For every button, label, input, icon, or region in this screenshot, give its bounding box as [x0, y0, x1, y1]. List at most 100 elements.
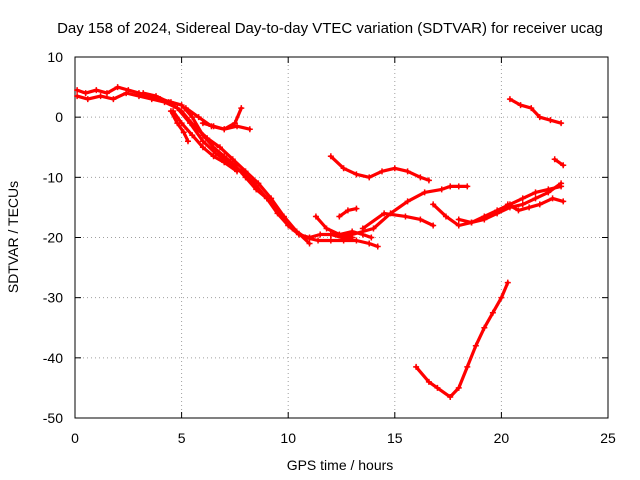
- data-point: [229, 156, 236, 163]
- x-tick-label: 10: [280, 430, 296, 446]
- data-point: [404, 168, 411, 175]
- data-point: [323, 225, 330, 232]
- series-line: [431, 184, 563, 228]
- data-point: [481, 324, 488, 331]
- data-point: [246, 126, 253, 133]
- data-point: [178, 102, 185, 109]
- data-point: [368, 234, 375, 241]
- data-point: [238, 105, 245, 112]
- x-axis-ticks: 0 5 10 15 20 25: [71, 57, 616, 446]
- series-line: [414, 281, 510, 399]
- data-point: [425, 378, 432, 385]
- data-point: [359, 225, 366, 232]
- data-point: [74, 87, 81, 94]
- series-track-10: [327, 183, 471, 238]
- data-point: [210, 123, 217, 130]
- data-point: [536, 201, 543, 208]
- data-point: [494, 210, 501, 217]
- data-point: [526, 204, 533, 211]
- data-point: [103, 90, 110, 97]
- y-tick-label: -50: [43, 410, 63, 426]
- data-point: [413, 363, 420, 370]
- data-point: [123, 90, 130, 97]
- data-point: [366, 174, 373, 181]
- data-point: [519, 201, 526, 208]
- y-tick-label: 10: [47, 49, 63, 65]
- data-point: [558, 120, 565, 127]
- data-point: [498, 294, 505, 301]
- y-axis-ticks: 10 0 -10 -20 -30 -40 -50: [43, 49, 608, 426]
- data-point: [135, 93, 142, 100]
- data-point: [421, 189, 428, 196]
- data-point: [517, 102, 524, 109]
- data-point: [464, 363, 471, 370]
- data-point: [234, 123, 241, 130]
- grid: [75, 57, 608, 418]
- data-point: [425, 177, 432, 184]
- data-point: [455, 183, 462, 190]
- data-point: [189, 132, 196, 139]
- data-point: [374, 243, 381, 250]
- data-point: [430, 201, 437, 208]
- data-point: [212, 150, 219, 157]
- x-tick-label: 5: [178, 430, 186, 446]
- data-point: [174, 120, 181, 127]
- data-point: [184, 138, 191, 145]
- data-point: [255, 180, 262, 187]
- x-tick-label: 15: [387, 430, 403, 446]
- data-point: [189, 114, 196, 121]
- data-point: [221, 159, 228, 166]
- data-point: [306, 240, 313, 247]
- data-point: [231, 120, 238, 127]
- series-track-15: [504, 195, 567, 214]
- series-track-17: [506, 96, 565, 127]
- data-point: [417, 174, 424, 181]
- data-point: [167, 108, 174, 115]
- data-point: [442, 213, 449, 220]
- y-tick-label: -10: [43, 169, 63, 185]
- series-track-16: [551, 156, 567, 169]
- x-tick-label: 20: [494, 430, 510, 446]
- data-point: [528, 105, 535, 112]
- data-point: [110, 96, 117, 103]
- series-line: [141, 91, 312, 246]
- y-tick-label: 0: [55, 109, 63, 125]
- data-point: [504, 279, 511, 286]
- series-track-9: [336, 205, 360, 220]
- data-point: [551, 156, 558, 163]
- y-tick-label: -30: [43, 290, 63, 306]
- data-point: [180, 129, 187, 136]
- data-point: [199, 120, 206, 127]
- data-point: [242, 168, 249, 175]
- data-point: [536, 114, 543, 121]
- data-point: [312, 213, 319, 220]
- series-line: [75, 85, 354, 240]
- data-point: [402, 213, 409, 220]
- data-point: [455, 216, 462, 223]
- data-point: [464, 183, 471, 190]
- series-line: [75, 91, 380, 249]
- y-tick-label: -40: [43, 350, 63, 366]
- data-point: [381, 210, 388, 217]
- data-point: [560, 162, 567, 169]
- data-point: [97, 93, 104, 100]
- series-track-3: [140, 90, 313, 247]
- data-point: [216, 144, 223, 151]
- y-axis-label: SDTVAR / TECUs: [5, 181, 21, 293]
- data-point: [481, 216, 488, 223]
- data-point: [182, 105, 189, 112]
- x-tick-label: 25: [600, 430, 616, 446]
- data-point: [340, 165, 347, 172]
- data-point: [447, 393, 454, 400]
- data-point: [532, 189, 539, 196]
- data-point: [558, 180, 565, 187]
- series-line: [329, 184, 469, 237]
- data-point: [489, 309, 496, 316]
- data-point: [327, 153, 334, 160]
- series-group: [74, 84, 567, 400]
- data-point: [210, 153, 217, 160]
- data-point: [404, 198, 411, 205]
- data-point: [280, 213, 287, 220]
- data-point: [114, 84, 121, 91]
- data-point: [340, 237, 347, 244]
